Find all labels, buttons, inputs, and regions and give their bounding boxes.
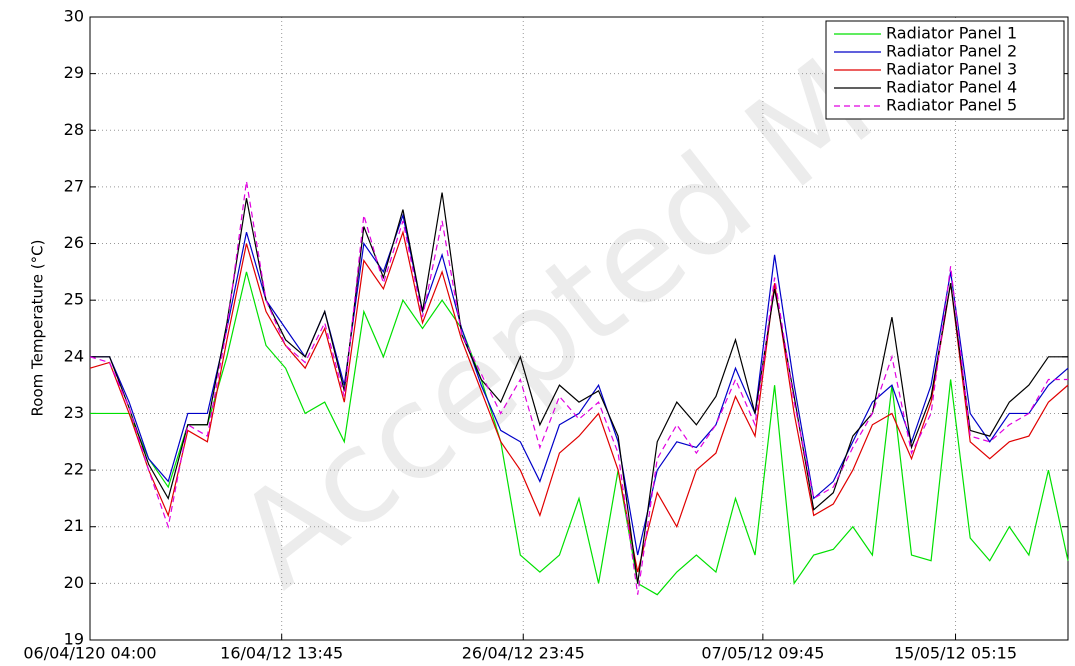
y-tick-label: 26 bbox=[64, 233, 84, 252]
y-tick-label: 25 bbox=[64, 290, 84, 309]
y-tick-label: 27 bbox=[64, 176, 84, 195]
x-tick-label: 06/04/120 04:00 bbox=[23, 644, 156, 663]
plot-frame bbox=[89, 16, 1069, 641]
y-tick-label: 22 bbox=[64, 460, 84, 479]
y-tick-label: 19 bbox=[64, 630, 84, 649]
y-axis-label: Room Temperature (°C) bbox=[29, 240, 47, 417]
x-tick-label: 15/05/12 05:15 bbox=[894, 644, 1017, 663]
y-tick-label: 20 bbox=[64, 573, 84, 592]
legend-label: Radiator Panel 4 bbox=[886, 78, 1017, 97]
x-tick-label: 26/04/12 23:45 bbox=[462, 644, 585, 663]
legend-label: Radiator Panel 1 bbox=[886, 24, 1017, 43]
x-tick-label: 07/05/12 09:45 bbox=[701, 644, 824, 663]
series-line bbox=[89, 229, 1069, 573]
watermark: Accepted M bbox=[208, 29, 900, 616]
y-tick-label: 23 bbox=[64, 403, 84, 422]
legend-label: Radiator Panel 5 bbox=[886, 96, 1017, 115]
legend-label: Radiator Panel 3 bbox=[886, 60, 1017, 79]
y-tick-label: 24 bbox=[64, 346, 84, 365]
x-tick-label: 16/04/12 13:45 bbox=[220, 644, 343, 663]
series-line bbox=[90, 192, 1068, 584]
y-tick-label: 21 bbox=[64, 516, 84, 535]
y-tick-label: 30 bbox=[64, 7, 84, 26]
y-tick-label: 29 bbox=[64, 63, 84, 82]
series-line bbox=[90, 271, 1069, 596]
y-tick-label: 28 bbox=[64, 120, 84, 139]
legend-label: Radiator Panel 2 bbox=[886, 42, 1017, 61]
